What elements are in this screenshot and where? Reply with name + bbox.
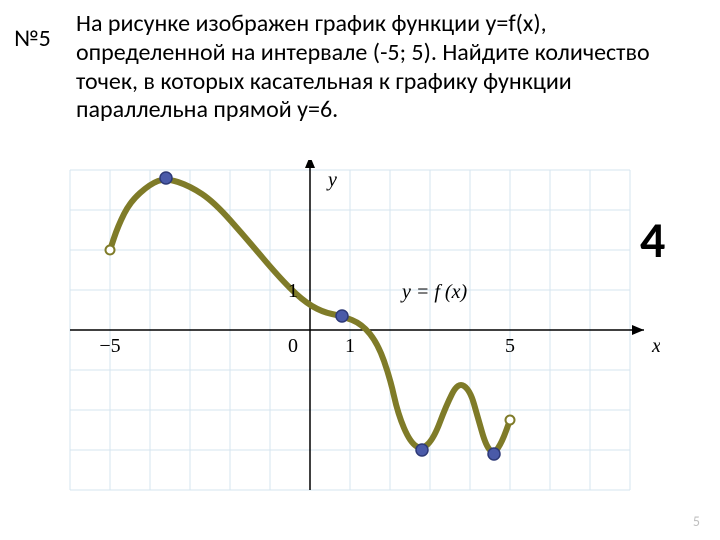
curve-label: y = f (x) [400,281,467,303]
y-tick-label: 1 [288,280,298,302]
y-axis-label: y [326,169,337,191]
chart-svg: y x 0 1 −5 1 5 y = f (x) [60,160,660,500]
origin-label: 0 [288,335,298,357]
x-axis-label: x [651,335,660,357]
problem-number: №5 [14,24,51,53]
function-chart: yx01−515y = f (x) [60,160,620,490]
x-tick-label: 1 [345,335,355,357]
x-tick-label: 5 [505,335,515,357]
page-number: 5 [693,513,700,530]
problem-text: На рисунке изображен график функции y=f(… [76,10,686,125]
x-tick-label: −5 [99,335,120,357]
